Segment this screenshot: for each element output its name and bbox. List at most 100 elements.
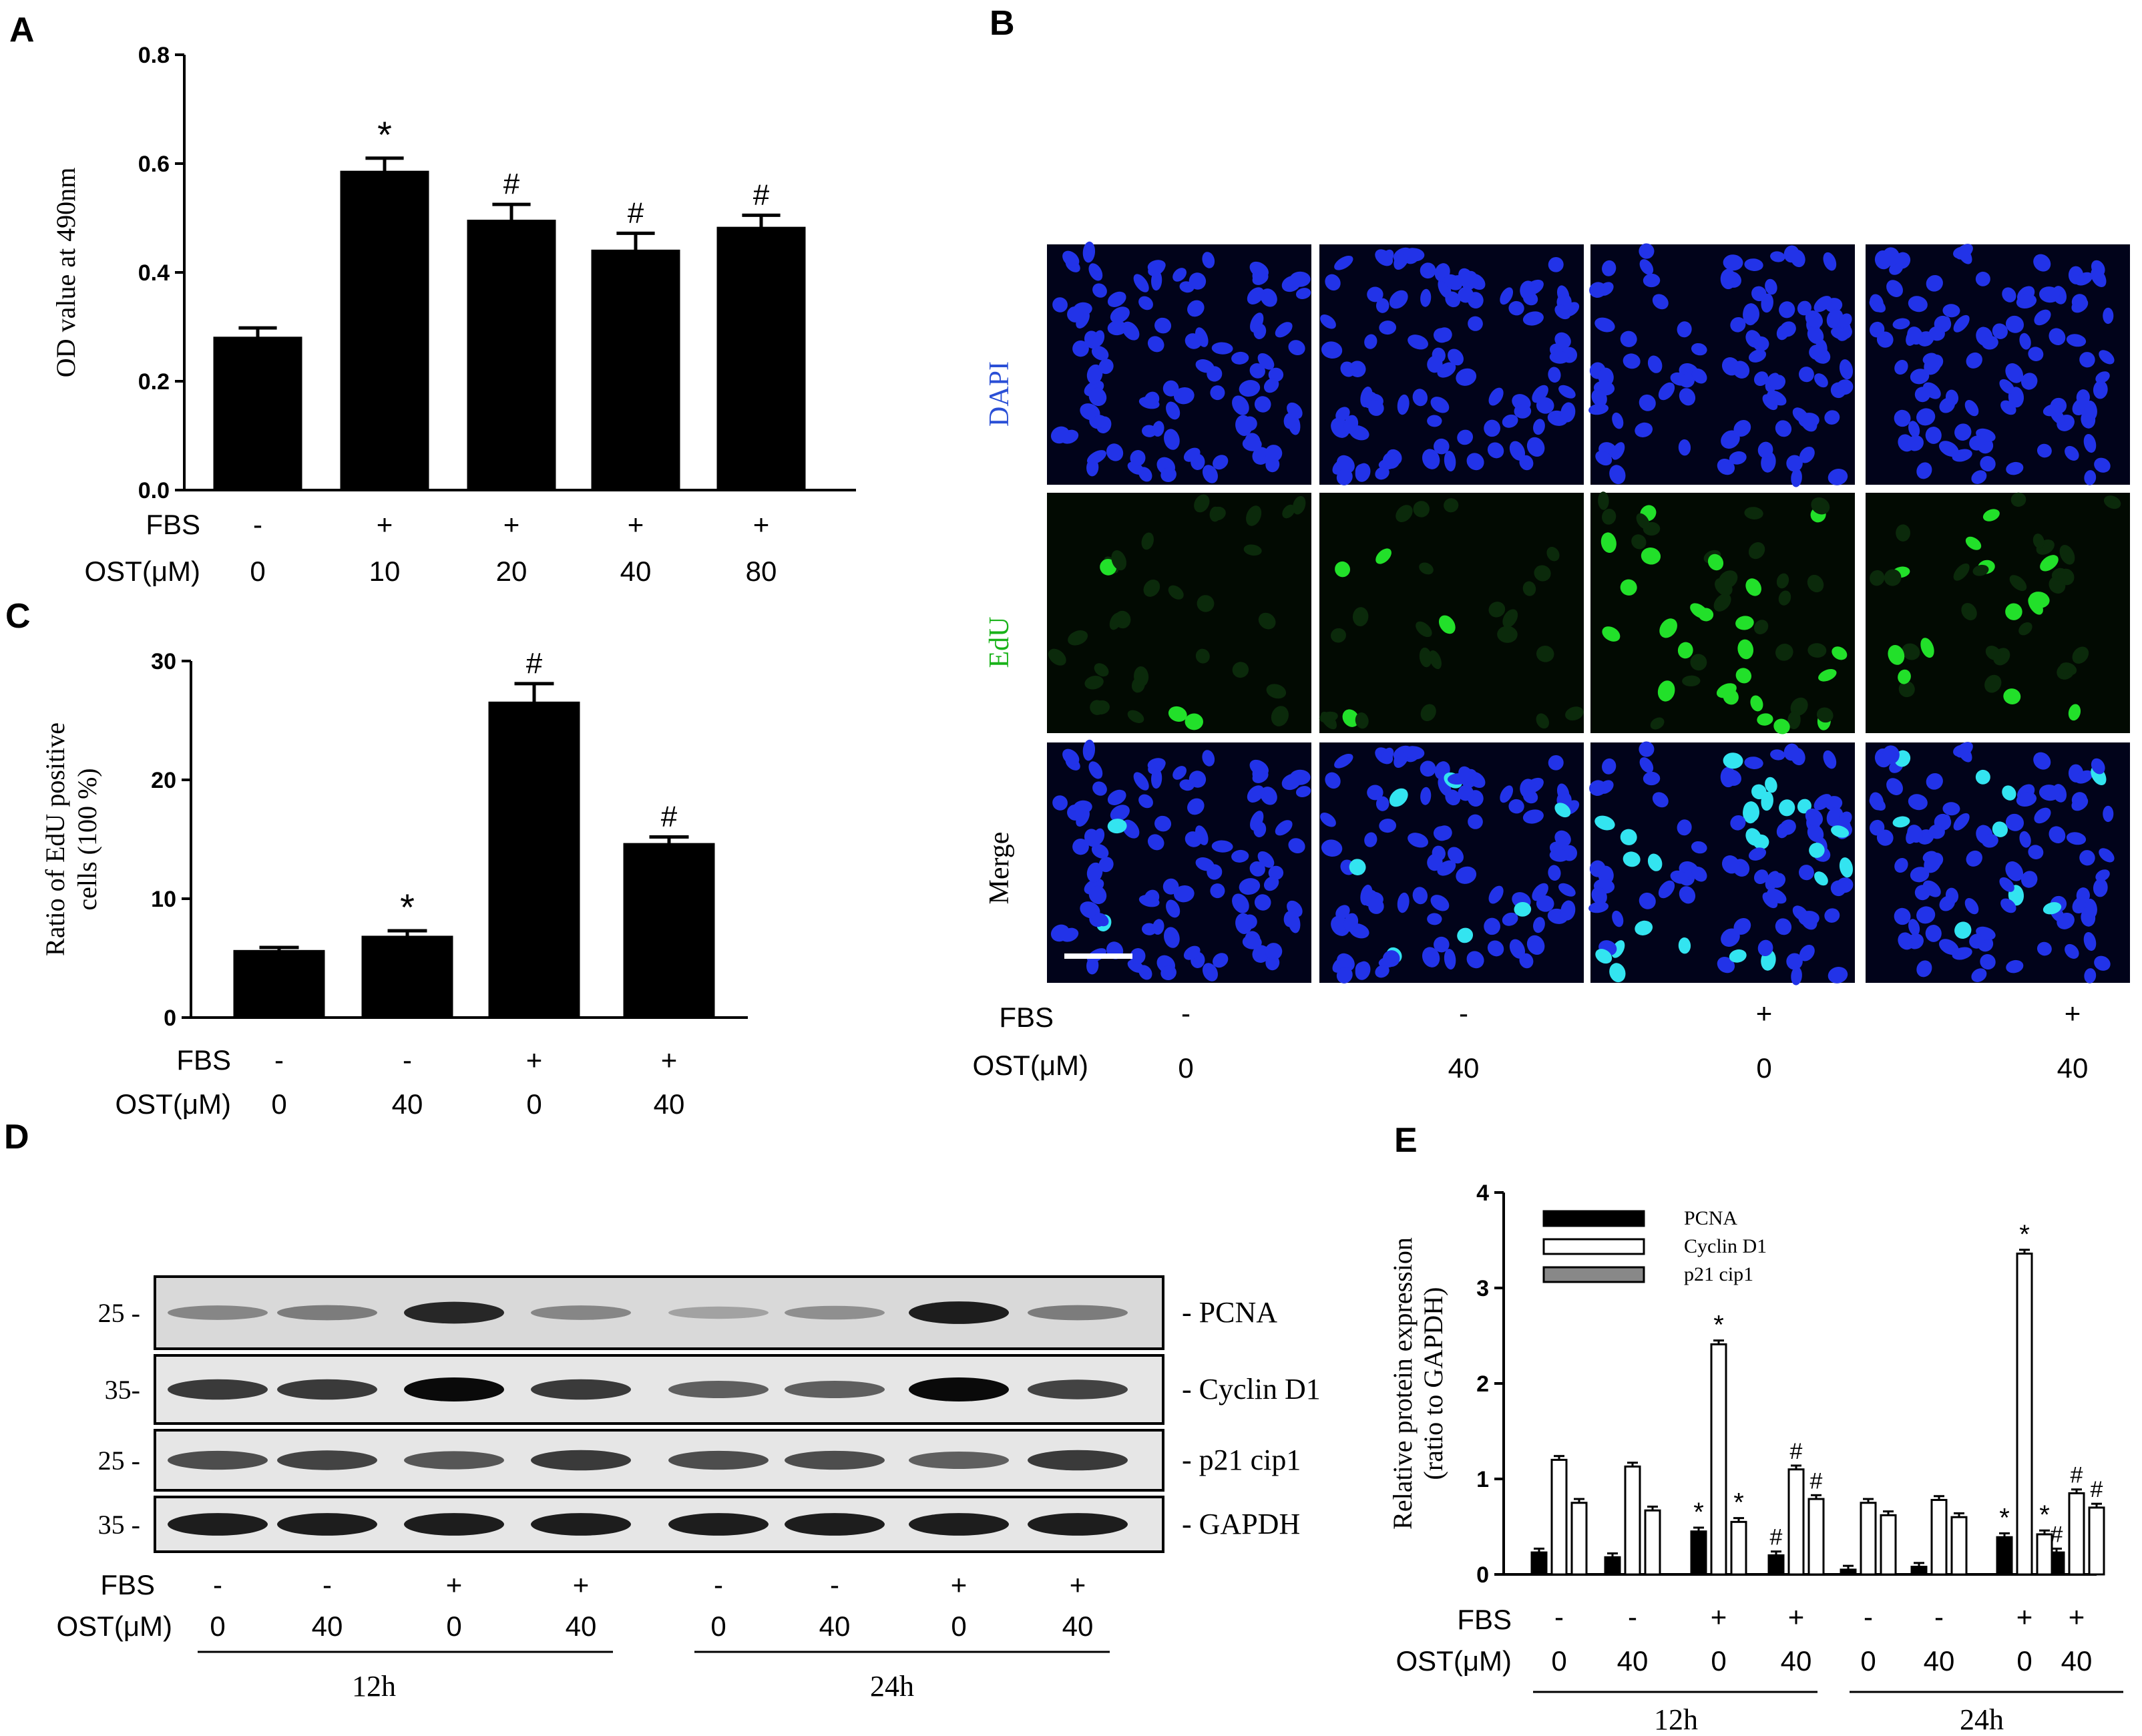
nucleus [1870,792,1884,811]
nucleus [1762,892,1778,909]
fbs-row-label: FBS [100,1569,155,1600]
protein-band [277,1450,377,1470]
band-label: - p21 cip1 [1182,1444,1301,1476]
nucleus [2094,457,2111,473]
nucleus [1072,838,1089,855]
nucleus [1231,849,1249,863]
nucleus [2091,260,2105,276]
y-tick-label: 0.0 [138,478,170,503]
protein-band [168,1379,268,1400]
bar-pcna [1910,1566,1928,1576]
nucleus [2002,287,2016,302]
nucleus [1757,441,1773,459]
nucleus [1187,798,1205,815]
nucleus [1723,689,1739,705]
nucleus [1729,451,1747,465]
nucleus [1823,252,1837,271]
nucleus [1086,957,1099,975]
nucleus [1106,443,1124,461]
nucleus [1609,963,1626,983]
bar-pcna [1530,1551,1548,1576]
nucleus [2103,495,2121,509]
nucleus [1283,413,1295,429]
nucleus [1623,353,1641,369]
nucleus [1602,260,1617,276]
nucleus [1254,894,1271,911]
significance-mark: # [753,178,770,211]
bar [233,949,325,1019]
nucleus [1088,387,1107,407]
nucleus [1436,825,1452,841]
nucleus [1916,960,1932,978]
nucleus [1737,639,1754,660]
nucleus [1805,310,1824,329]
fbs-sign: - [714,1569,723,1600]
nucleus [1779,301,1795,318]
nucleus [1769,375,1786,390]
nucleus [1813,794,1832,811]
nucleus [1882,247,1900,266]
significance-mark: * [1713,1311,1724,1340]
nucleus [1325,772,1341,789]
nucleus [1427,415,1442,427]
nucleus [1641,548,1661,565]
nucleus [1364,832,1377,847]
nucleus [1420,761,1436,777]
nucleus [1761,791,1773,811]
nucleus [1813,296,1832,312]
nucleus [2006,461,2024,475]
micrograph [1866,244,2130,485]
ost-value: 0 [1860,1645,1876,1677]
nucleus [1160,965,1176,980]
bar [623,843,715,1019]
nucleus [1907,933,1924,949]
mw-marker: 25 - [98,1446,140,1476]
nucleus [2019,831,2031,848]
nucleus [1456,368,1477,386]
nucleus [1886,778,1903,795]
nucleus [1275,820,1293,836]
nucleus [2000,400,2016,415]
nucleus [1548,367,1561,383]
nucleus [2103,307,2114,324]
ost-value: 0 [1756,1052,1771,1084]
nucleus [1260,787,1277,805]
nucleus [1546,547,1560,562]
nucleus [2079,850,2095,866]
ost-value: 40 [654,1088,685,1120]
nucleus [1594,815,1615,831]
nucleus [1942,802,1960,816]
nucleus [1382,950,1400,967]
nucleus [1232,893,1249,913]
nucleus [2016,792,2037,807]
nucleus [1623,851,1641,867]
nucleus [1448,349,1464,366]
nucleus [1189,771,1207,788]
nucleus [2071,796,2089,811]
ost-value: 20 [496,556,527,587]
nucleus [1870,294,1884,312]
nucleus [1884,569,1902,586]
nucleus [1908,919,1920,936]
nucleus [1360,885,1373,905]
nucleus [1458,766,1473,783]
nucleus [1612,412,1624,429]
fbs-sign: - [253,509,262,540]
nucleus [1942,304,1960,318]
nucleus [1412,887,1428,905]
nucleus [2075,770,2093,784]
bar-cyclin-d1 [1930,1498,1948,1576]
bar-cyclin-d1 [1710,1343,1727,1576]
nucleus [1744,258,1763,271]
nucleus [1389,788,1408,807]
nucleus [2072,896,2089,914]
nucleus [1831,327,1850,340]
nucleus [1444,949,1456,970]
legend-label: Cyclin D1 [1684,1235,1767,1257]
nucleus [1444,451,1456,472]
nucleus [1202,252,1215,268]
nucleus [1247,287,1265,305]
nucleus [2049,826,2066,844]
nucleus [1283,911,1295,927]
micrograph [1590,491,1855,734]
